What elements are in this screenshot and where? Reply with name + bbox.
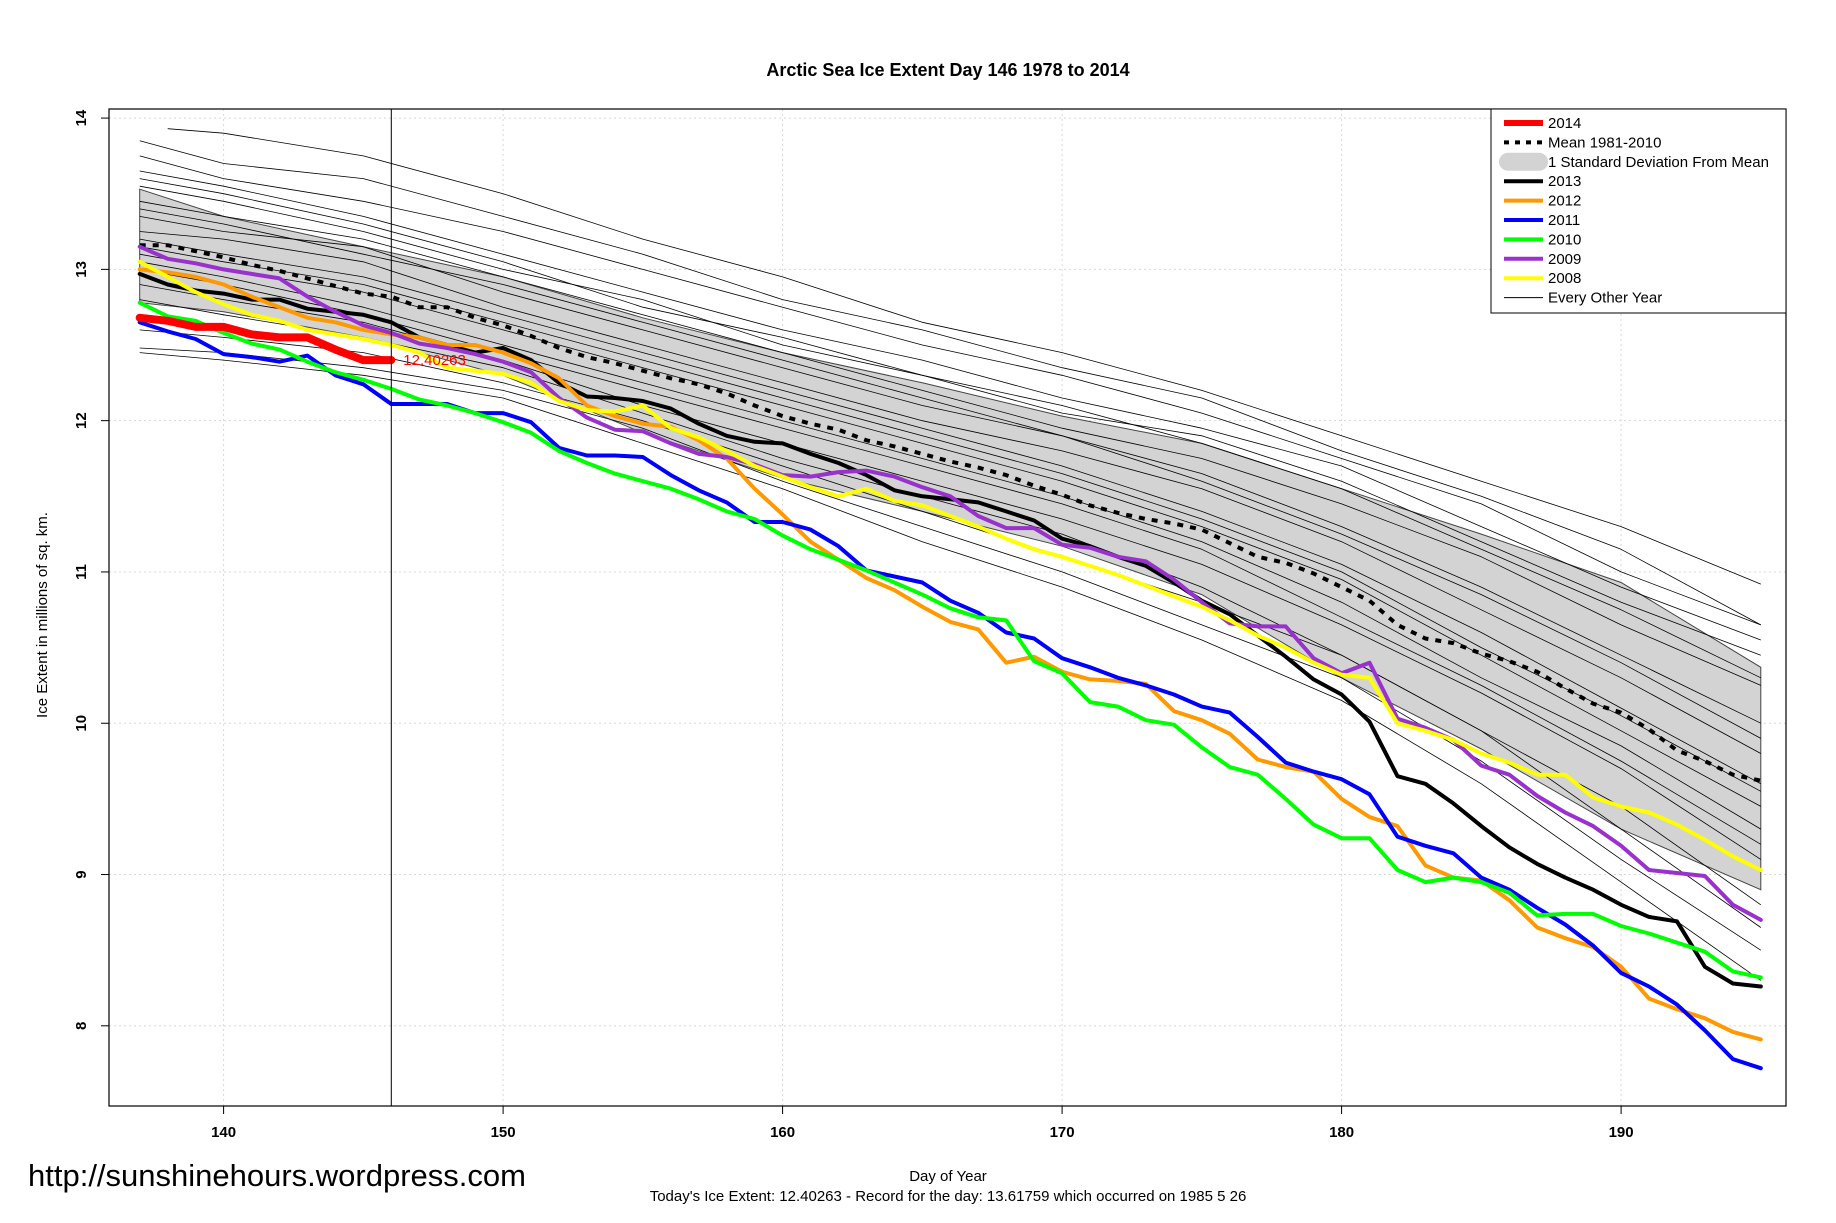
- series-line-mean-1981-2010: [139, 243, 1762, 783]
- other-year-line: [139, 347, 1762, 951]
- legend-label: 1 Standard Deviation From Mean: [1548, 154, 1769, 171]
- y-tick-label: 9: [73, 870, 90, 878]
- legend-label: 2011: [1548, 212, 1580, 229]
- x-tick-label: 140: [211, 1124, 236, 1141]
- series-line-2014: [135, 313, 396, 365]
- watermark-url: http://sunshinehours.wordpress.com: [28, 1158, 526, 1193]
- plot-frame: [108, 108, 1787, 1107]
- y-tick-label: 10: [73, 715, 90, 732]
- other-year-line: [139, 284, 1762, 860]
- x-tick-label: 190: [1609, 1124, 1634, 1141]
- legend-label: 2012: [1548, 193, 1581, 210]
- legend: 2014 Mean 1981-2010 1 Standard Deviation F…: [1490, 108, 1787, 314]
- legend-swatch-band: [1499, 152, 1548, 171]
- other-year-line: [139, 261, 1762, 830]
- other-year-line: [139, 155, 1761, 626]
- other-year-line: [139, 170, 1761, 641]
- chart-subtitle: Today's Ice Extent: 12.40263 - Record fo…: [650, 1188, 1247, 1205]
- x-tick-label: 160: [770, 1124, 795, 1141]
- series-line-2010: [137, 300, 1763, 980]
- legend-label: 2008: [1548, 270, 1581, 287]
- x-axis-label: Day of Year: [909, 1168, 987, 1185]
- other-year-line: [139, 216, 1761, 724]
- series-line-2009: [137, 244, 1763, 922]
- other-year-line: [139, 329, 1762, 928]
- axis-ticks: 140 150 160 170 180 190 8 9 10 11 12 13 14: [73, 109, 1634, 1141]
- y-tick-label: 12: [73, 412, 90, 429]
- y-tick-label: 13: [73, 261, 90, 278]
- other-year-line: [139, 178, 1761, 679]
- other-year-line: [139, 246, 1761, 792]
- other-year-line: [139, 200, 1761, 686]
- series-line-2013: [137, 271, 1763, 989]
- x-tick-label: 170: [1050, 1124, 1075, 1141]
- y-tick-label: 11: [73, 564, 90, 580]
- y-tick-label: 14: [73, 109, 90, 126]
- x-tick-label: 180: [1329, 1124, 1354, 1141]
- legend-label: 2009: [1548, 251, 1581, 268]
- y-tick-label: 8: [73, 1022, 90, 1030]
- x-tick-label: 150: [491, 1124, 516, 1141]
- series-line-2008: [137, 259, 1763, 872]
- other-year-line: [139, 231, 1761, 754]
- legend-label: Mean 1981-2010: [1548, 134, 1661, 151]
- legend-label: 2014: [1548, 115, 1581, 132]
- other-year-line: [139, 238, 1761, 785]
- current-value-annotation: 12.40263: [403, 352, 466, 369]
- highlighted-series-lines: [135, 243, 1763, 1071]
- legend-label: 2013: [1548, 173, 1581, 190]
- chart-title: Arctic Sea Ice Extent Day 146 1978 to 20…: [766, 60, 1129, 80]
- other-year-line: [139, 208, 1761, 739]
- other-year-line: [139, 253, 1761, 807]
- y-axis-label: Ice Extent in millions of sq. km.: [34, 512, 51, 718]
- other-year-line: [167, 128, 1761, 585]
- other-year-line: [139, 352, 1762, 981]
- other-year-line: [139, 140, 1761, 626]
- series-line-2011: [137, 320, 1763, 1071]
- legend-label: Every Other Year: [1548, 290, 1662, 307]
- legend-label: 2010: [1548, 231, 1581, 248]
